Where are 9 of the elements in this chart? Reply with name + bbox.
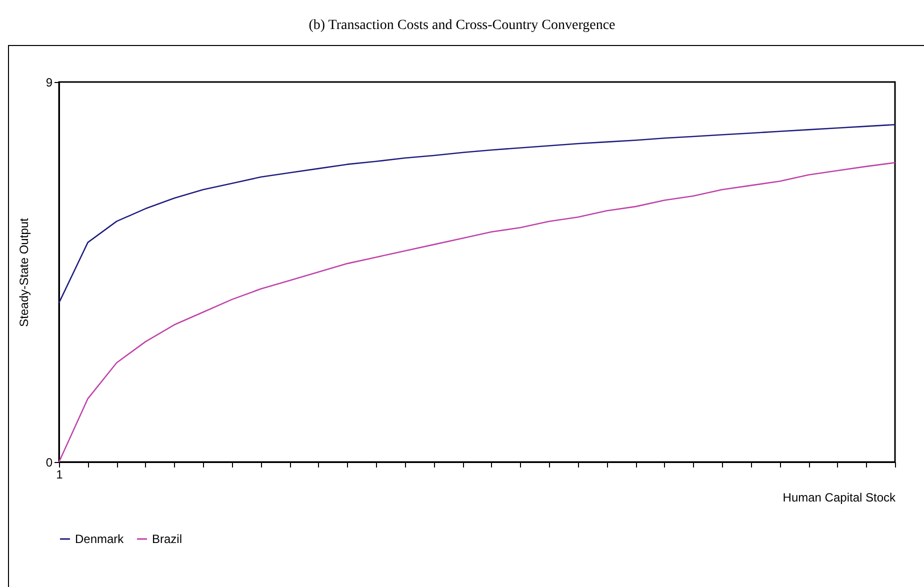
y-tick-label: 9 xyxy=(46,76,53,90)
y-tick-label: 0 xyxy=(46,456,53,470)
x-tick-label: 1 xyxy=(56,468,64,482)
x-axis-title: Human Capital Stock xyxy=(782,490,896,504)
y-axis-title: Steady-State Output xyxy=(16,217,31,327)
legend-label: Denmark xyxy=(75,532,125,546)
chart-title: (b) Transaction Costs and Cross-Country Convergence xyxy=(308,17,616,35)
line-series xyxy=(58,124,896,304)
legend-label: Brazil xyxy=(152,532,182,546)
